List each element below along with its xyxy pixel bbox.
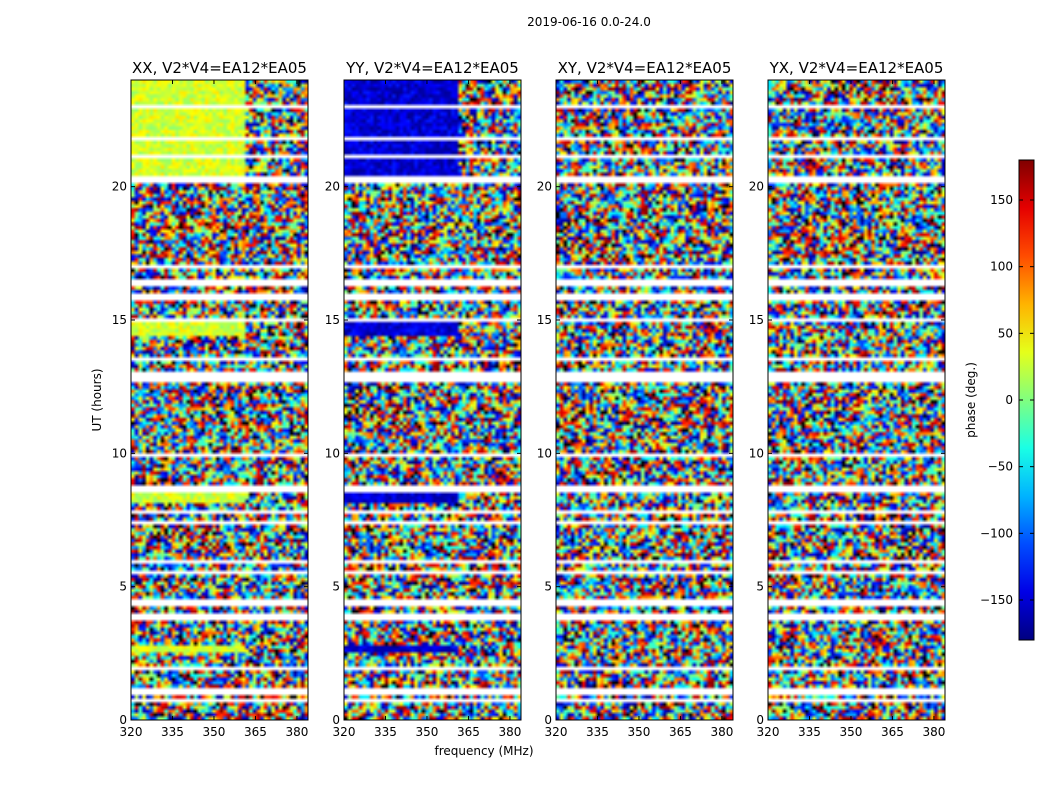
panel-frame xyxy=(555,79,734,721)
colorbar-tick-label: 50 xyxy=(998,326,1013,340)
x-tick-label: 335 xyxy=(161,725,184,739)
colorbar-tick-label: −50 xyxy=(988,460,1013,474)
colorbar-tick-label: 0 xyxy=(1005,393,1013,407)
panel-title: YX, V2*V4=EA12*EA05 xyxy=(769,59,944,77)
colorbar-tick-label: 100 xyxy=(990,260,1013,274)
x-tick-label: 320 xyxy=(120,725,143,739)
colorbar: 150 100 50 0 −50 −100 −150 xyxy=(980,159,1035,641)
x-tick-label: 320 xyxy=(545,725,568,739)
x-tick-label: 365 xyxy=(457,725,480,739)
y-tick-label: 5 xyxy=(544,580,552,594)
y-tick-label: 10 xyxy=(537,446,552,460)
panel-frame xyxy=(130,79,309,721)
panel-group: XX, V2*V4=EA12*EA05 320 335 350 365 380 0 5 10 15… xyxy=(112,59,946,739)
phase-heatmap-cells xyxy=(131,80,308,720)
x-tick-label: 350 xyxy=(840,725,863,739)
y-tick-label: 10 xyxy=(749,446,764,460)
x-tick-label: 380 xyxy=(922,725,945,739)
panel-title: YY, V2*V4=EA12*EA05 xyxy=(345,59,519,77)
y-tick-label: 0 xyxy=(756,713,764,727)
x-tick-label: 350 xyxy=(416,725,439,739)
y-tick-label: 15 xyxy=(112,313,127,327)
x-tick-label: 320 xyxy=(757,725,780,739)
y-tick-label: 20 xyxy=(325,180,340,194)
colorbar-tick-label: 150 xyxy=(990,193,1013,207)
y-tick-label: 10 xyxy=(112,446,127,460)
x-tick-label: 380 xyxy=(710,725,733,739)
x-tick-label: 335 xyxy=(798,725,821,739)
phase-heatmap-cells xyxy=(344,80,521,720)
figure-suptitle: 2019-06-16 0.0-24.0 xyxy=(527,15,651,29)
x-tick-label: 350 xyxy=(628,725,651,739)
x-tick-label: 380 xyxy=(498,725,521,739)
y-tick-label: 5 xyxy=(119,580,127,594)
y-axis-label: UT (hours) xyxy=(90,368,104,431)
panel-4: YX, V2*V4=EA12*EA05 320 335 350 365 380 0 5 10 15… xyxy=(749,59,946,739)
panel-title: XX, V2*V4=EA12*EA05 xyxy=(132,59,307,77)
x-tick-label: 335 xyxy=(586,725,609,739)
y-tick-label: 20 xyxy=(537,180,552,194)
colorbar-label: phase (deg.) xyxy=(964,362,978,438)
y-tick-label: 15 xyxy=(537,313,552,327)
x-tick-label: 350 xyxy=(203,725,226,739)
y-tick-label: 20 xyxy=(112,180,127,194)
colorbar-tick-label: −150 xyxy=(980,593,1013,607)
x-tick-label: 365 xyxy=(244,725,267,739)
panel-frame xyxy=(343,79,522,721)
y-tick-label: 5 xyxy=(756,580,764,594)
phase-heatmap-cells xyxy=(556,80,733,720)
colorbar-tick-label: −100 xyxy=(980,526,1013,540)
x-tick-label: 380 xyxy=(285,725,308,739)
phase-heatmap-cells xyxy=(768,80,945,720)
y-tick-label: 15 xyxy=(325,313,340,327)
x-tick-label: 320 xyxy=(333,725,356,739)
x-tick-label: 365 xyxy=(669,725,692,739)
panel-1: XX, V2*V4=EA12*EA05 320 335 350 365 380 0 5 10 15… xyxy=(112,59,309,739)
y-tick-label: 15 xyxy=(749,313,764,327)
y-tick-label: 5 xyxy=(332,580,340,594)
panel-2: YY, V2*V4=EA12*EA05 320 335 350 365 380 0 5 10 15… xyxy=(325,59,522,739)
y-tick-label: 0 xyxy=(544,713,552,727)
x-axis-label: frequency (MHz) xyxy=(434,744,533,758)
panel-frame xyxy=(767,79,946,721)
panel-3: XY, V2*V4=EA12*EA05 320 335 350 365 380 0 5 10 15… xyxy=(537,59,734,739)
y-tick-label: 0 xyxy=(119,713,127,727)
y-tick-label: 10 xyxy=(325,446,340,460)
panel-title: XY, V2*V4=EA12*EA05 xyxy=(558,59,732,77)
y-tick-label: 0 xyxy=(332,713,340,727)
x-tick-label: 365 xyxy=(881,725,904,739)
x-tick-label: 335 xyxy=(374,725,397,739)
y-tick-label: 20 xyxy=(749,180,764,194)
